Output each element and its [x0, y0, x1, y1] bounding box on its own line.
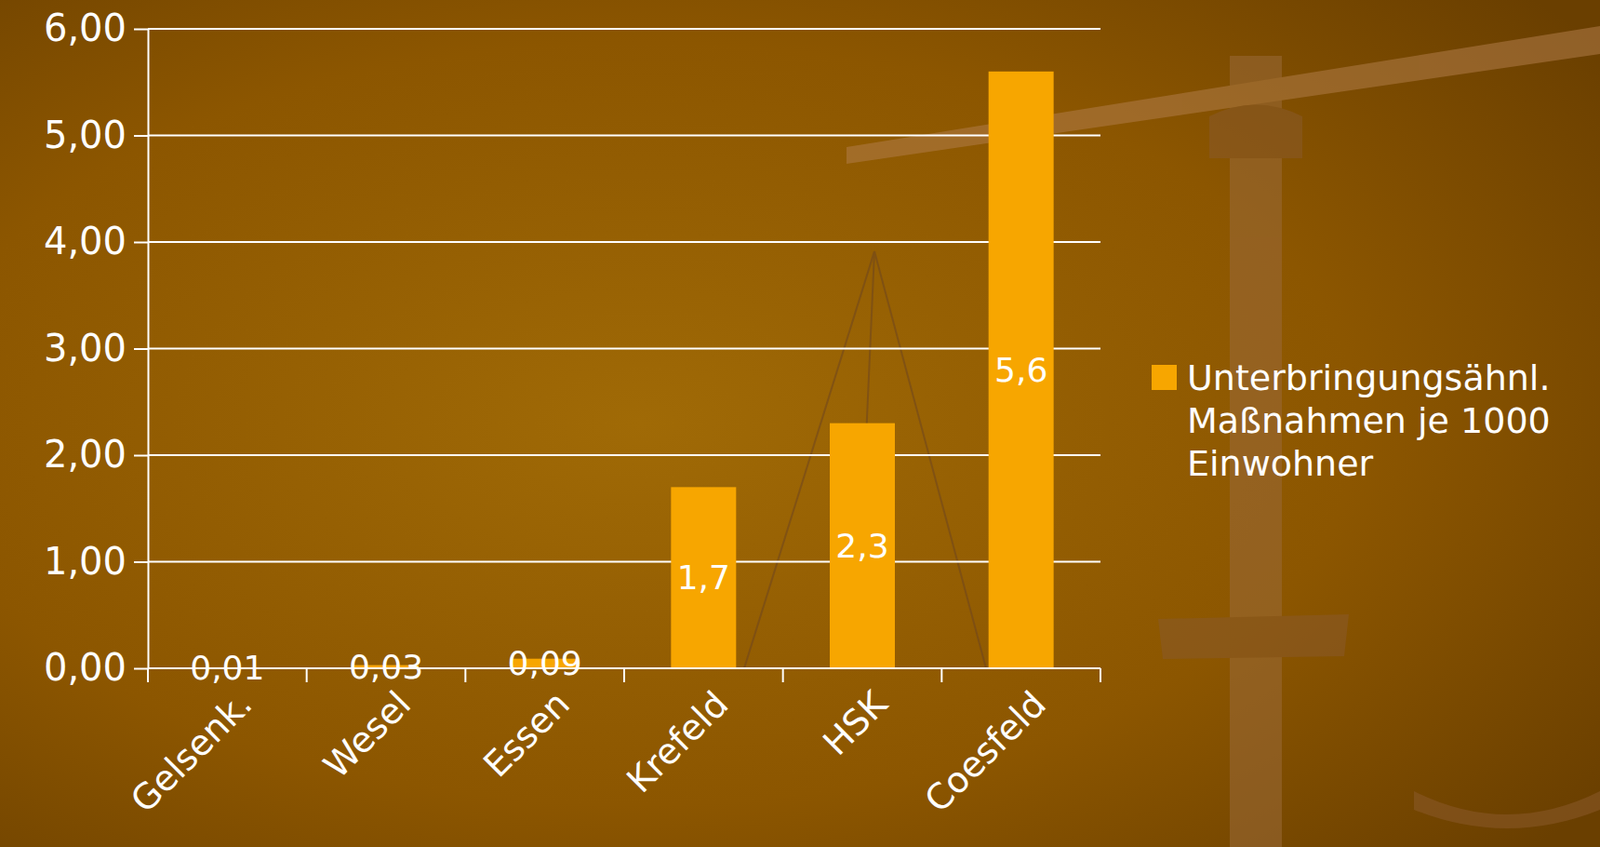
y-tick-label: 4,00 — [43, 219, 127, 263]
data-label: 1,7 — [677, 558, 731, 597]
y-tick-mark — [133, 28, 148, 31]
y-tick-label: 3,00 — [43, 326, 127, 370]
y-tick-label: 1,00 — [43, 539, 127, 583]
grid — [147, 28, 1101, 668]
grid-line — [147, 27, 1101, 30]
x-tick-label: Wesel — [316, 682, 420, 787]
data-label: 5,6 — [994, 350, 1048, 389]
y-tick: 1,00 — [43, 539, 148, 583]
x-tick: Essen — [475, 667, 578, 786]
x-tick: Gelsenk. — [122, 667, 261, 821]
data-labels: 0,01 0,03 0,09 1,7 2,3 5,6 — [189, 350, 1048, 687]
grid-line — [147, 240, 1101, 243]
data-label: 0,01 — [189, 648, 265, 687]
y-tick-mark — [133, 454, 148, 457]
y-tick-mark — [133, 241, 148, 244]
y-tick-label: 5,00 — [43, 113, 127, 157]
y-tick-label: 2,00 — [43, 432, 127, 476]
bar — [988, 71, 1054, 668]
y-tick-label: 6,00 — [43, 6, 127, 50]
y-tick: 5,00 — [43, 113, 148, 157]
scale-pan — [1413, 790, 1600, 828]
y-axis: 0,00 1,00 2,00 3,00 4,00 5,00 6,00 — [43, 6, 149, 689]
legend-swatch — [1151, 364, 1177, 390]
y-tick-mark — [133, 667, 148, 670]
x-tick-label: Essen — [475, 682, 578, 786]
y-tick: 2,00 — [43, 432, 148, 476]
x-tick: HSK — [814, 667, 896, 763]
x-tick: Krefeld — [618, 667, 736, 800]
x-axis: Gelsenk. Wesel Essen Krefeld HSKCoesfeld — [122, 667, 1101, 821]
y-tick: 0,00 — [43, 645, 148, 689]
grid-line — [147, 560, 1101, 563]
x-tick: Wesel — [316, 667, 420, 787]
y-tick-mark — [133, 560, 148, 563]
data-label: 0,09 — [507, 643, 583, 682]
scale-pivot — [1209, 105, 1303, 160]
category-dividers — [147, 667, 1101, 682]
grid-line — [147, 453, 1101, 456]
scale-beam — [846, 26, 1600, 164]
category-divider — [623, 667, 626, 682]
data-label: 2,3 — [835, 526, 889, 565]
data-label: 0,03 — [348, 647, 424, 686]
grid-line — [147, 347, 1101, 350]
decoration — [744, 26, 1600, 847]
y-tick-label: 0,00 — [43, 645, 127, 689]
legend-label: Unterbringungsähnl.Maßnahmen je 1000Einw… — [1186, 357, 1551, 483]
scale-base — [1158, 613, 1349, 659]
grid-line — [147, 134, 1101, 137]
background — [0, 0, 1600, 847]
chart: 0,00 1,00 2,00 3,00 4,00 5,00 6,00 Gelsenk. Wese… — [0, 0, 1600, 847]
y-tick-mark — [133, 347, 148, 350]
category-divider — [1099, 667, 1102, 682]
category-divider — [464, 667, 467, 682]
x-tick-label: Gelsenk. — [122, 682, 261, 821]
y-tick: 6,00 — [43, 6, 148, 50]
category-divider — [146, 667, 149, 682]
bar — [829, 423, 895, 668]
y-tick: 3,00 — [43, 326, 148, 370]
y-tick: 4,00 — [43, 219, 148, 263]
y-tick-mark — [133, 134, 148, 137]
bars — [194, 71, 1054, 668]
category-divider — [940, 667, 943, 682]
x-tick-label: HSK — [814, 681, 896, 763]
bar — [670, 486, 736, 668]
x-tick: Coesfeld — [916, 667, 1054, 820]
x-tick-label: Coesfeld — [916, 682, 1054, 820]
x-tick-label: Krefeld — [618, 682, 736, 800]
legend: Unterbringungsähnl.Maßnahmen je 1000Einw… — [1151, 357, 1551, 483]
category-divider — [306, 667, 308, 682]
category-divider — [782, 667, 785, 682]
